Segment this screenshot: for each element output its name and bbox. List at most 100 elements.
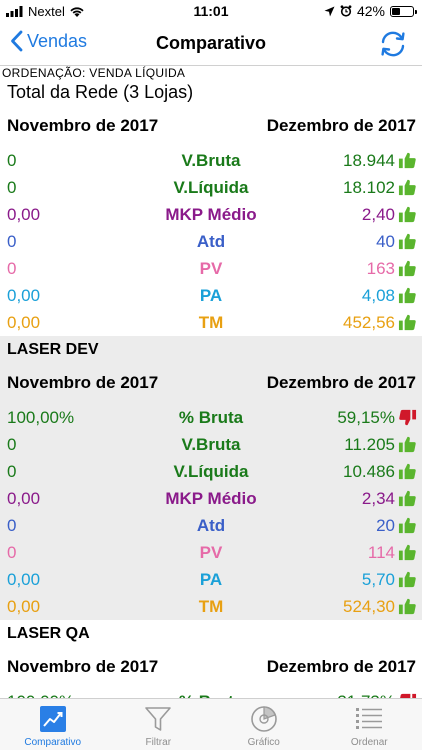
metric-label: PA bbox=[199, 286, 223, 305]
metric-row: 100,00%% Bruta31,73% bbox=[0, 688, 422, 698]
current-period-label: Dezembro de 2017 bbox=[266, 657, 416, 676]
thumbs-up-icon bbox=[398, 489, 417, 508]
carrier-group: Nextel bbox=[6, 4, 85, 19]
metric-row: 0 PV 163 bbox=[0, 255, 422, 282]
section-title: Total da Rede (3 Lojas) bbox=[7, 82, 194, 102]
tab-label: Filtrar bbox=[145, 737, 172, 748]
thumbs-up-icon bbox=[398, 435, 417, 454]
current-value: 4,08 bbox=[361, 286, 395, 305]
previous-value: 100,00% bbox=[7, 692, 74, 698]
store-section: LASER DEV Novembro de 2017 Dezembro de 201… bbox=[0, 336, 422, 620]
current-value: 114 bbox=[367, 543, 395, 562]
previous-period-label: Novembro de 2017 bbox=[7, 116, 159, 135]
tab-bar: Comparativo Filtrar Gráfico Ordenar bbox=[0, 698, 422, 750]
metric-row: 0,00 MKP Médio 2,34 bbox=[0, 485, 422, 512]
period-header: Novembro de 2017 Dezembro de 2017 bbox=[0, 647, 422, 688]
metric-row: 0 V.Líquida 10.486 bbox=[0, 458, 422, 485]
chart-icon bbox=[39, 706, 66, 732]
metric-label: V.Bruta bbox=[181, 435, 241, 454]
refresh-icon[interactable] bbox=[376, 27, 410, 61]
thumbs-up-icon bbox=[398, 232, 417, 251]
back-label: Vendas bbox=[27, 30, 88, 51]
metric-label: PA bbox=[199, 570, 223, 589]
thumbs-up-icon bbox=[398, 286, 417, 305]
current-value: 524,30 bbox=[343, 597, 395, 616]
tab-label: Comparativo bbox=[24, 737, 82, 748]
current-value: 10.486 bbox=[343, 462, 395, 481]
metric-label: Atd bbox=[196, 232, 226, 251]
previous-period-label: Novembro de 2017 bbox=[7, 657, 159, 676]
comparison-list[interactable]: Total da Rede (3 Lojas) Novembro de 2017 D… bbox=[0, 79, 422, 698]
tab-filtrar[interactable]: Filtrar bbox=[106, 699, 212, 750]
chevron-left-icon bbox=[11, 30, 23, 52]
battery-level bbox=[392, 7, 401, 15]
current-value: 18.944 bbox=[343, 151, 395, 170]
thumbs-up-icon bbox=[398, 259, 417, 278]
back-button[interactable]: Vendas bbox=[10, 30, 87, 52]
thumbs-up-icon bbox=[398, 516, 417, 535]
section-title: LASER QA bbox=[7, 625, 90, 642]
metric-row: 0 Atd 40 bbox=[0, 228, 422, 255]
previous-value: 0 bbox=[7, 151, 17, 170]
current-value: 2,40 bbox=[361, 205, 395, 224]
thumbs-down-icon bbox=[398, 692, 417, 698]
tab-ordenar[interactable]: Ordenar bbox=[317, 699, 422, 750]
previous-value: 0 bbox=[7, 516, 17, 535]
thumbs-up-icon bbox=[398, 543, 417, 562]
thumbs-up-icon bbox=[398, 462, 417, 481]
metric-row: 0,00 TM 524,30 bbox=[0, 593, 422, 620]
metric-label: Atd bbox=[196, 516, 226, 535]
metric-row: 0,00 MKP Médio 2,40 bbox=[0, 201, 422, 228]
previous-value: 0 bbox=[7, 259, 17, 278]
previous-value: 0,00 bbox=[7, 597, 41, 616]
battery-percent: 42% bbox=[356, 3, 385, 19]
current-value: 452,56 bbox=[343, 313, 395, 332]
navigation-bar: Vendas Comparativo bbox=[0, 22, 422, 66]
metric-label: V.Líquida bbox=[173, 462, 249, 481]
metric-row: 0 PV 114 bbox=[0, 539, 422, 566]
previous-value: 0,00 bbox=[7, 570, 41, 589]
current-value: 163 bbox=[366, 259, 395, 278]
metric-row: 0 Atd 20 bbox=[0, 512, 422, 539]
thumbs-up-icon bbox=[398, 151, 417, 170]
tab-comparativo[interactable]: Comparativo bbox=[0, 699, 106, 750]
metric-label: TM bbox=[198, 597, 224, 616]
carrier-name: Nextel bbox=[28, 4, 65, 19]
metric-label: PV bbox=[199, 543, 223, 562]
previous-value: 0,00 bbox=[7, 286, 41, 305]
metric-label: PV bbox=[199, 259, 223, 278]
tab-grafico[interactable]: Gráfico bbox=[211, 699, 317, 750]
metric-row: 0 V.Bruta 11.205 bbox=[0, 431, 422, 458]
metric-row: 0,00 PA 5,70 bbox=[0, 566, 422, 593]
sort-order-label: ORDENAÇÃO: VENDA LÍQUIDA bbox=[2, 66, 186, 80]
wifi-icon bbox=[70, 6, 84, 17]
previous-value: 0 bbox=[7, 543, 17, 562]
thumbs-up-icon bbox=[398, 205, 417, 224]
thumbs-up-icon bbox=[398, 178, 417, 197]
metric-label: MKP Médio bbox=[165, 205, 257, 224]
filter-icon bbox=[145, 707, 172, 731]
previous-value: 0 bbox=[7, 178, 17, 197]
store-section: LASER QA Novembro de 2017 Dezembro de 2017… bbox=[0, 620, 422, 698]
previous-value: 0,00 bbox=[7, 205, 41, 224]
current-period-label: Dezembro de 2017 bbox=[266, 116, 416, 135]
metric-label: V.Bruta bbox=[181, 151, 241, 170]
tab-label: Ordenar bbox=[350, 737, 388, 748]
alarm-icon bbox=[340, 5, 352, 17]
metric-row: 0 V.Líquida 18.102 bbox=[0, 174, 422, 201]
metric-row: 0,00 PA 4,08 bbox=[0, 282, 422, 309]
status-right-group: 42% bbox=[324, 3, 417, 19]
thumbs-up-icon bbox=[398, 597, 417, 616]
metric-label: % Bruta bbox=[0, 692, 422, 698]
tab-label: Gráfico bbox=[247, 737, 280, 748]
metric-row: 0 V.Bruta 18.944 bbox=[0, 147, 422, 174]
metric-row: 100,00% % Bruta 59,15% bbox=[0, 404, 422, 431]
metric-label: V.Líquida bbox=[173, 178, 249, 197]
location-icon bbox=[324, 6, 335, 16]
battery-icon bbox=[390, 5, 417, 17]
metric-row: 0,00 TM 452,56 bbox=[0, 309, 422, 336]
metric-label: MKP Médio bbox=[165, 489, 257, 508]
page-title: Comparativo bbox=[155, 33, 267, 53]
metric-label: % Bruta bbox=[178, 408, 244, 427]
section-title: LASER DEV bbox=[0, 336, 422, 363]
